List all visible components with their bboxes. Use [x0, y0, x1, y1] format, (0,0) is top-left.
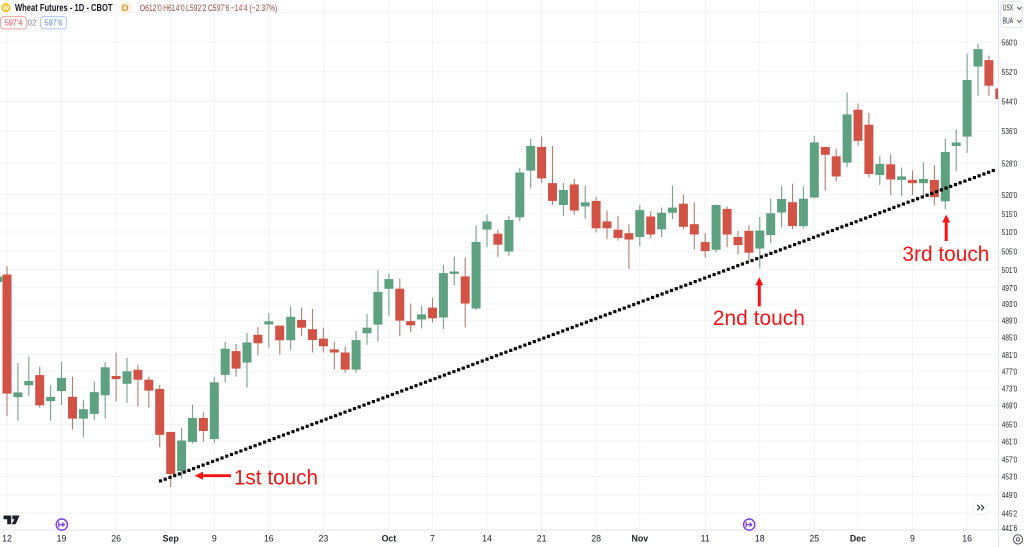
svg-text:16: 16: [264, 533, 274, 543]
svg-text:510'0: 510'0: [1002, 227, 1018, 237]
svg-text:9: 9: [910, 533, 915, 543]
svg-text:445'2: 445'2: [1002, 508, 1018, 518]
svg-text:9: 9: [212, 533, 217, 543]
svg-text:2nd touch: 2nd touch: [713, 307, 805, 330]
svg-text:515'0: 515'0: [1002, 209, 1018, 219]
svg-text:25: 25: [809, 533, 819, 543]
svg-text:O612’0 H614’0 L592’2 C597’6 −1: O612’0 H614’0 L592’2 C597’6 −14’4 (−2.37…: [140, 3, 277, 13]
svg-text:Sep: Sep: [163, 533, 180, 543]
svg-text:469'0: 469'0: [1002, 401, 1018, 411]
svg-text:457'0: 457'0: [1002, 455, 1018, 465]
svg-text:7: 7: [430, 533, 435, 543]
svg-text:597’4: 597’4: [5, 18, 23, 28]
svg-text:528'0: 528'0: [1002, 158, 1018, 168]
svg-text:Nov: Nov: [631, 533, 648, 543]
svg-text:18: 18: [755, 533, 765, 543]
svg-text:3rd touch: 3rd touch: [902, 243, 989, 266]
svg-text:28: 28: [591, 533, 601, 543]
svg-text:597’6: 597’6: [45, 18, 63, 28]
svg-text:560'0: 560'0: [1002, 37, 1018, 47]
svg-text:505'0: 505'0: [1002, 247, 1018, 257]
svg-text:Dec: Dec: [850, 533, 866, 543]
svg-text:19: 19: [57, 533, 67, 543]
svg-text:16: 16: [962, 533, 972, 543]
svg-text:Oct: Oct: [382, 533, 397, 543]
svg-text:477'0: 477'0: [1002, 367, 1018, 377]
svg-text:497'0: 497'0: [1002, 283, 1018, 293]
svg-text:481'0: 481'0: [1002, 350, 1018, 360]
svg-text:473'0: 473'0: [1002, 384, 1018, 394]
svg-text:W: W: [3, 5, 10, 12]
svg-text:453'0: 453'0: [1002, 472, 1018, 482]
svg-text:520'0: 520'0: [1002, 190, 1018, 200]
svg-text:02: 02: [28, 18, 37, 27]
svg-text:D: D: [122, 3, 129, 14]
svg-text:489'0: 489'0: [1002, 316, 1018, 326]
svg-text:23: 23: [319, 533, 329, 543]
svg-text:12: 12: [2, 533, 12, 543]
svg-text:441'6: 441'6: [1002, 523, 1018, 533]
svg-text:493'0: 493'0: [1002, 299, 1018, 309]
svg-text:536'0: 536'0: [1002, 126, 1018, 136]
svg-text:BUA: BUA: [1003, 17, 1014, 26]
svg-text:501'0: 501'0: [1002, 265, 1018, 275]
svg-text:449'0: 449'0: [1002, 490, 1018, 500]
svg-text:461'0: 461'0: [1002, 436, 1018, 446]
svg-text:552'0: 552'0: [1002, 67, 1018, 77]
svg-text:11: 11: [701, 533, 710, 543]
svg-text:21: 21: [537, 533, 547, 543]
svg-text:Wheat Futures - 1D - CBOT: Wheat Futures - 1D - CBOT: [15, 3, 113, 14]
svg-text:1st touch: 1st touch: [234, 467, 318, 490]
svg-text:465'0: 465'0: [1002, 420, 1018, 430]
svg-text:485'0: 485'0: [1002, 332, 1018, 342]
svg-text:14: 14: [482, 533, 492, 543]
svg-text:544'0: 544'0: [1002, 96, 1018, 106]
svg-text:26: 26: [111, 533, 121, 543]
svg-text:USX: USX: [1003, 4, 1014, 13]
